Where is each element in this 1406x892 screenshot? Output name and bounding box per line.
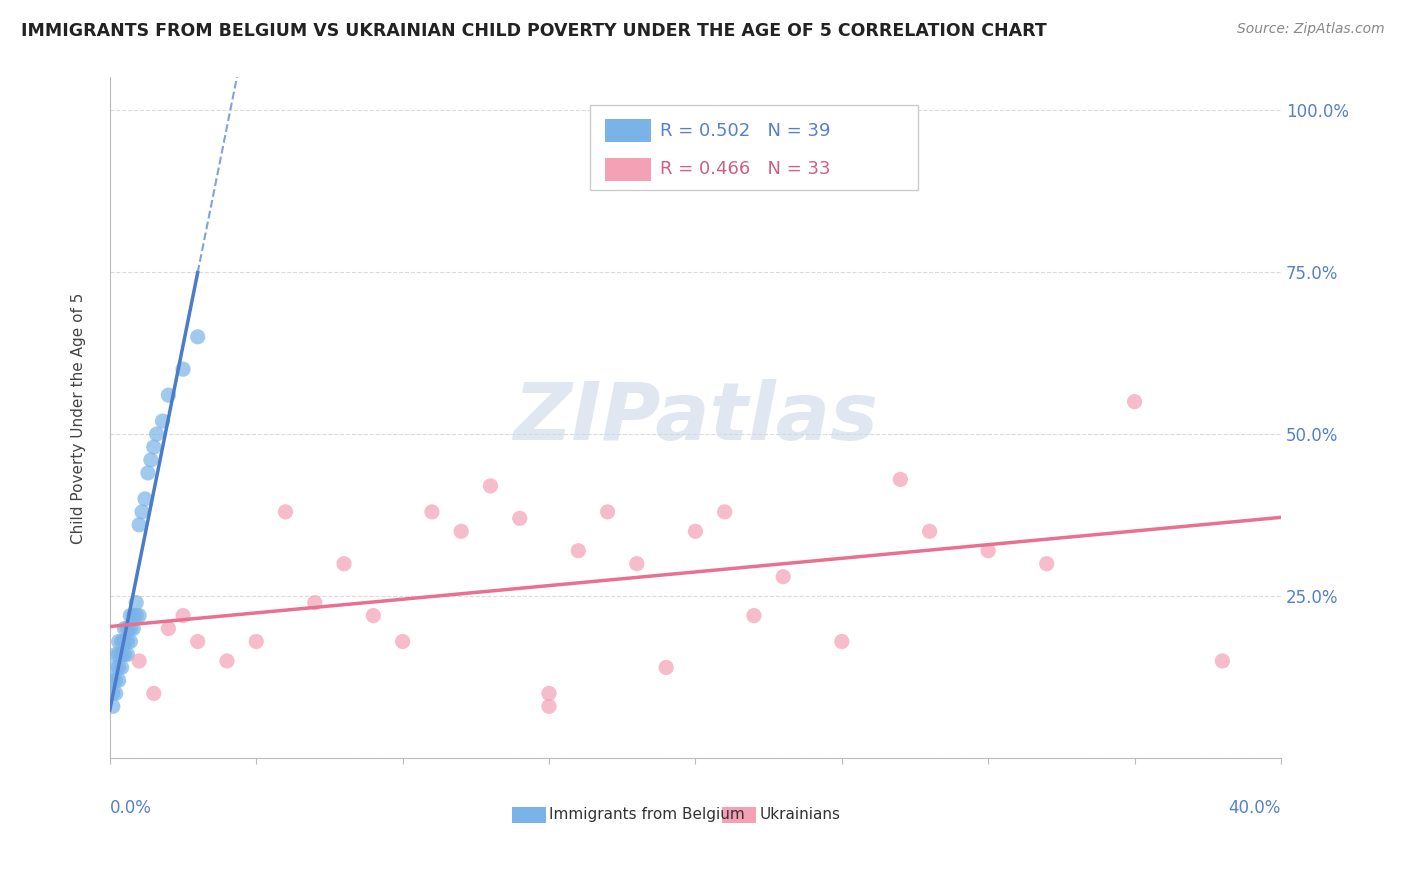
Text: 40.0%: 40.0% [1229, 799, 1281, 817]
Point [139, 453, 162, 467]
Point [1211, 654, 1233, 668]
Point [333, 557, 356, 571]
Point [117, 622, 139, 636]
Point [110, 648, 132, 662]
Point [172, 608, 194, 623]
Point [363, 608, 385, 623]
Text: ZIPatlas: ZIPatlas [513, 379, 877, 457]
FancyBboxPatch shape [605, 158, 651, 181]
Point [107, 660, 129, 674]
Point [122, 622, 145, 636]
Point [274, 505, 297, 519]
Point [391, 634, 413, 648]
Point [131, 505, 153, 519]
Text: R = 0.466   N = 33: R = 0.466 N = 33 [661, 161, 831, 178]
Point [157, 622, 180, 636]
Point [626, 557, 648, 571]
Point [120, 608, 142, 623]
Point [172, 362, 194, 376]
Point [245, 634, 267, 648]
FancyBboxPatch shape [512, 806, 546, 823]
Text: IMMIGRANTS FROM BELGIUM VS UKRAINIAN CHILD POVERTY UNDER THE AGE OF 5 CORRELATIO: IMMIGRANTS FROM BELGIUM VS UKRAINIAN CHI… [21, 22, 1047, 40]
Point [772, 570, 794, 584]
Text: Immigrants from Belgium: Immigrants from Belgium [548, 807, 745, 822]
Point [142, 686, 165, 700]
Point [142, 440, 165, 454]
Point [114, 648, 136, 662]
Point [117, 634, 139, 648]
Point [114, 634, 136, 648]
Point [101, 699, 124, 714]
FancyBboxPatch shape [591, 104, 918, 190]
Point [104, 660, 127, 674]
Point [125, 608, 148, 623]
Point [104, 673, 127, 688]
Point [655, 660, 678, 674]
Point [107, 673, 129, 688]
Point [104, 648, 127, 662]
Point [101, 673, 124, 688]
Text: Ukrainians: Ukrainians [759, 807, 841, 822]
Point [918, 524, 941, 539]
Point [157, 388, 180, 402]
FancyBboxPatch shape [605, 119, 651, 142]
Point [128, 517, 150, 532]
Point [114, 622, 136, 636]
Point [215, 654, 238, 668]
Point [567, 543, 589, 558]
Point [104, 686, 127, 700]
Point [107, 648, 129, 662]
Point [187, 634, 209, 648]
Point [134, 491, 156, 506]
Point [450, 524, 472, 539]
Point [122, 608, 145, 623]
Point [152, 414, 174, 428]
Point [120, 622, 142, 636]
Point [537, 699, 560, 714]
Point [685, 524, 707, 539]
Point [145, 427, 167, 442]
Point [889, 472, 911, 486]
Text: Source: ZipAtlas.com: Source: ZipAtlas.com [1237, 22, 1385, 37]
Point [479, 479, 502, 493]
Point [742, 608, 765, 623]
Point [420, 505, 443, 519]
Point [831, 634, 853, 648]
Point [110, 634, 132, 648]
Point [509, 511, 531, 525]
Point [117, 648, 139, 662]
Y-axis label: Child Poverty Under the Age of 5: Child Poverty Under the Age of 5 [72, 293, 86, 543]
Point [187, 330, 209, 344]
Point [128, 608, 150, 623]
Point [713, 505, 735, 519]
Point [977, 543, 1000, 558]
Text: 0.0%: 0.0% [110, 799, 152, 817]
Text: R = 0.502   N = 39: R = 0.502 N = 39 [661, 121, 831, 139]
Point [1035, 557, 1057, 571]
Point [101, 686, 124, 700]
Point [537, 686, 560, 700]
Point [110, 660, 132, 674]
Point [125, 596, 148, 610]
Point [304, 596, 326, 610]
Point [1123, 394, 1146, 409]
Point [136, 466, 159, 480]
FancyBboxPatch shape [723, 806, 756, 823]
Point [120, 634, 142, 648]
Point [107, 634, 129, 648]
Point [128, 654, 150, 668]
Point [596, 505, 619, 519]
